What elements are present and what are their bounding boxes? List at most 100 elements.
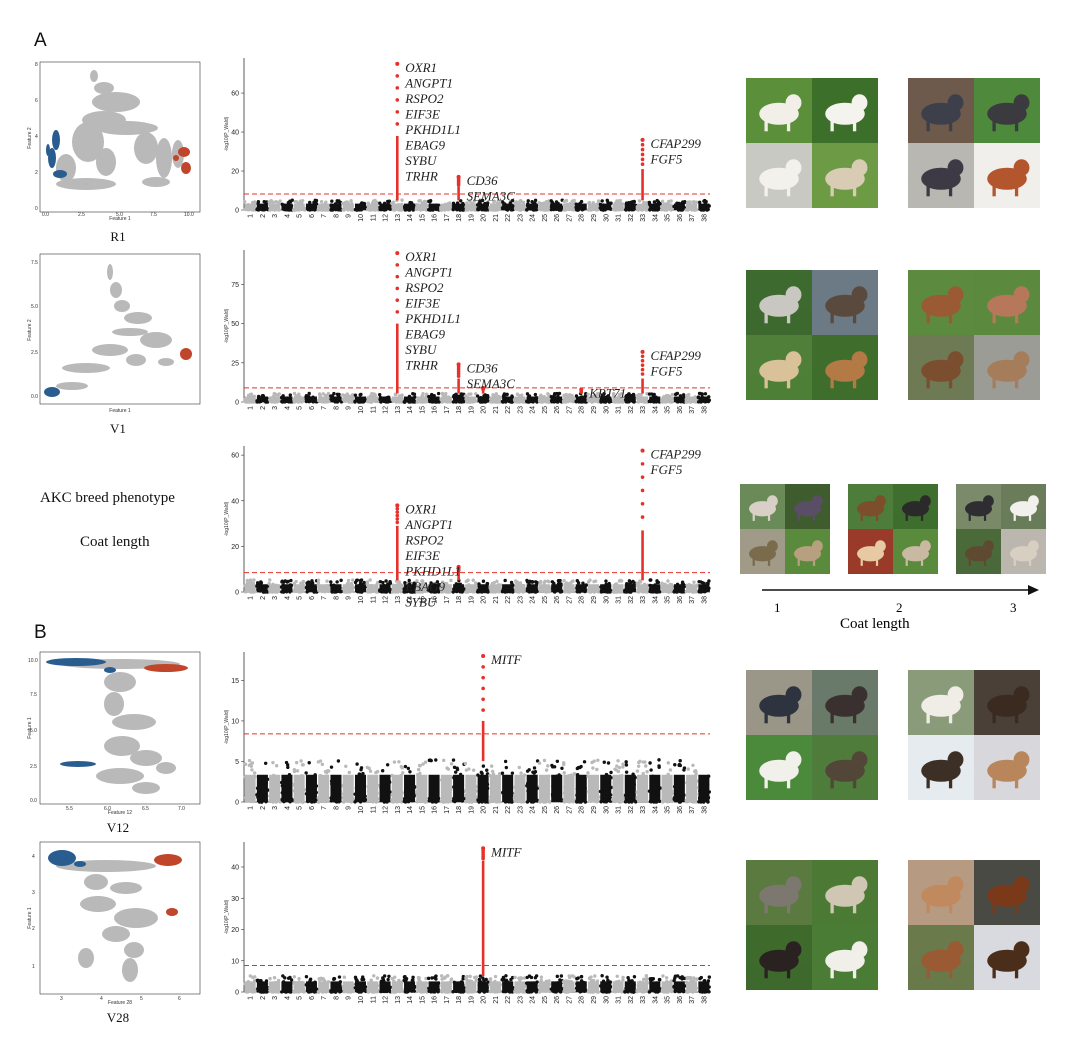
gene-label: TRHR [405, 610, 438, 612]
peak-top-snp [640, 137, 645, 142]
gene-label: RSPO2 [404, 532, 444, 547]
snp-point [632, 200, 636, 204]
snp-point [417, 199, 421, 203]
chromosome-label: 2 [260, 996, 267, 1000]
significant-snp [640, 515, 645, 519]
snp-density-band [686, 396, 698, 402]
snp-point [581, 581, 585, 585]
chromosome-points [353, 975, 368, 994]
umap-y-label: Feature 1 [27, 717, 33, 739]
chromosome-points [623, 199, 638, 212]
snp-point [510, 771, 515, 775]
chromosome-points [366, 974, 380, 994]
snp-density-band [649, 203, 661, 210]
snp-point [353, 393, 358, 397]
chromosome-label: 13 [395, 214, 402, 222]
snp-point [703, 392, 708, 396]
chromosome-points [512, 765, 527, 804]
snp-point [449, 762, 454, 766]
chromosome-points [279, 393, 294, 404]
snp-density-band [354, 396, 367, 402]
snp-density-band [428, 396, 440, 402]
snp-density-band [391, 396, 403, 402]
chromosome-label: 31 [616, 806, 623, 814]
snp-point [515, 392, 520, 396]
snp-point [468, 199, 472, 204]
gene-label: SEMA3C [467, 376, 516, 391]
chromosome-points [304, 761, 319, 804]
chromosome-points [329, 759, 342, 804]
snp-point [323, 393, 328, 398]
snp-point [318, 759, 323, 763]
chromosome-points [243, 758, 257, 804]
chromosome-label: 5 [297, 406, 304, 410]
chromosome-points [647, 758, 662, 804]
chromosome-points [537, 392, 552, 404]
snp-point [278, 199, 282, 203]
snp-point [247, 758, 252, 763]
snp-density-band [489, 396, 501, 402]
snp-density-band [293, 981, 305, 992]
chromosome-label: 36 [677, 406, 684, 414]
y-tick-label: 40 [231, 130, 239, 137]
snp-point [403, 764, 408, 769]
snp-density-band [502, 203, 514, 210]
umap-tick: 5.0 [31, 304, 38, 310]
umap-tick: 6 [178, 996, 181, 1002]
chromosome-points [439, 391, 452, 404]
chromosome-label: 27 [566, 406, 573, 414]
chromosome-label: 25 [542, 806, 549, 814]
chromosome-points [365, 578, 380, 594]
snp-density-band [661, 774, 673, 802]
snp-point [648, 761, 652, 765]
snp-point [683, 200, 687, 204]
chromosome-label: 28 [579, 806, 586, 814]
y-axis-label: -log10(P_Wald) [224, 709, 230, 744]
snp-density-band [391, 774, 403, 802]
snp-density-band [686, 584, 698, 592]
snp-point [247, 763, 252, 767]
significant-snp [395, 510, 400, 514]
caption-v12: V12 [106, 820, 130, 835]
snp-density-band [563, 203, 575, 210]
snp-point [251, 581, 256, 586]
chromosome-label: 34 [652, 406, 659, 414]
snp-point [657, 758, 661, 762]
snp-point [566, 393, 570, 398]
snp-point [532, 771, 536, 775]
chromosome-points [635, 392, 650, 404]
snp-density-band [686, 203, 698, 210]
chromosome-points [475, 198, 490, 212]
chromosome-label: 2 [260, 406, 267, 410]
gene-label: PKHD1L1 [404, 122, 461, 137]
chromosome-points [451, 578, 466, 594]
snp-density-band [502, 396, 514, 402]
chromosome-label: 30 [603, 214, 610, 222]
snp-point [592, 759, 596, 763]
snp-point [492, 199, 497, 204]
snp-point [595, 767, 599, 772]
snp-density-band [428, 203, 440, 210]
snp-density-band [453, 584, 465, 592]
snp-point [427, 758, 432, 763]
snp-point [542, 758, 547, 763]
chromosome-label: 17 [444, 596, 451, 604]
chromosome-label: 38 [701, 406, 708, 414]
chromosome-points [512, 392, 527, 404]
chromosome-points [329, 199, 343, 212]
snp-point [325, 579, 329, 583]
snp-point [283, 976, 287, 980]
snp-density-band [624, 203, 636, 210]
snp-point [550, 580, 555, 584]
y-tick-label: 0 [235, 208, 239, 215]
snp-density-band [587, 584, 600, 592]
gene-label: OXR1 [405, 501, 437, 516]
chromosome-label: 27 [566, 806, 573, 814]
snp-density-band [649, 584, 661, 592]
umap-tick: 5.0 [116, 212, 123, 218]
snp-density-band [367, 774, 379, 802]
gene-label: ANGPT1 [404, 517, 453, 532]
significant-snp [481, 686, 485, 691]
chromosome-points [500, 198, 515, 212]
chromosome-points [659, 199, 674, 212]
